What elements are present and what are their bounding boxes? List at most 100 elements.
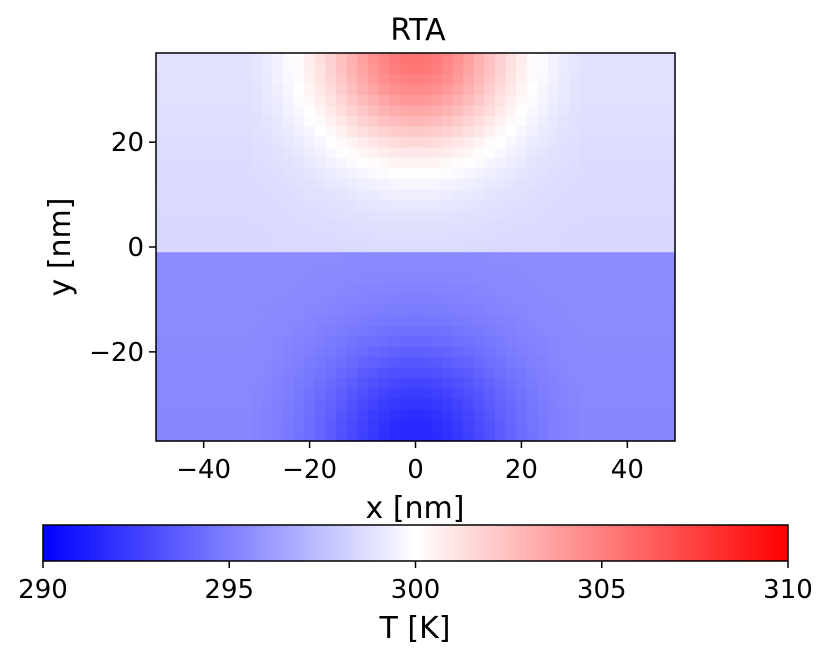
heatmap-cell: [272, 115, 284, 128]
heatmap-cell: [187, 273, 199, 285]
heatmap-cell: [420, 178, 432, 190]
heatmap-cell: [219, 315, 231, 327]
heatmap-cell: [441, 178, 454, 190]
heatmap-cell: [399, 105, 411, 117]
heatmap-cell: [314, 105, 327, 117]
heatmap-cell: [590, 283, 602, 295]
heatmap-cell: [420, 283, 432, 295]
heatmap-cell: [526, 178, 538, 190]
heatmap-cell: [208, 325, 221, 337]
heatmap-cell: [240, 210, 252, 222]
heatmap-cell: [410, 252, 422, 264]
heatmap-cell: [516, 105, 528, 117]
heatmap-cell: [600, 94, 613, 107]
heatmap-cell: [590, 336, 602, 348]
heatmap-cell: [283, 53, 295, 65]
heatmap-cell: [187, 189, 199, 201]
heatmap-cell: [441, 157, 454, 169]
heatmap-cell: [261, 168, 274, 180]
heatmap-cell: [357, 283, 369, 295]
heatmap-cell: [261, 63, 274, 75]
heatmap-cell: [537, 220, 549, 232]
heatmap-cell: [547, 84, 560, 96]
heatmap-cell: [579, 53, 591, 65]
heatmap-cell: [537, 105, 549, 117]
heatmap-cell: [389, 336, 401, 348]
heatmap-cell: [579, 73, 591, 86]
heatmap-cell: [208, 157, 221, 169]
heatmap-cell: [653, 430, 666, 442]
heatmap-cell: [283, 115, 295, 128]
heatmap-cell: [600, 53, 613, 65]
heatmap-cell: [240, 336, 252, 348]
heatmap-cell: [622, 189, 634, 201]
heatmap-cell: [494, 367, 507, 379]
heatmap-cell: [346, 147, 358, 159]
heatmap-cell: [399, 73, 411, 86]
heatmap-cell: [611, 115, 623, 128]
heatmap-cell: [600, 357, 613, 369]
heatmap-cell: [452, 262, 464, 274]
heatmap-cell: [336, 157, 348, 169]
heatmap-cell: [367, 367, 380, 379]
heatmap-cell: [653, 94, 666, 107]
heatmap-cell: [452, 315, 464, 327]
chart-title: RTA: [390, 13, 446, 48]
heatmap-cell: [283, 367, 295, 379]
heatmap-cell: [314, 304, 327, 316]
heatmap-cell: [389, 231, 401, 243]
heatmap-cell: [357, 409, 369, 421]
heatmap-cell: [378, 430, 390, 442]
heatmap-cell: [494, 105, 507, 117]
heatmap-cell: [346, 409, 358, 421]
heatmap-cell: [664, 262, 676, 274]
heatmap-cell: [399, 252, 411, 264]
heatmap-cell: [516, 252, 528, 264]
heatmap-cell: [261, 294, 274, 306]
heatmap-cell: [463, 157, 475, 169]
heatmap-cell: [314, 409, 327, 421]
heatmap-cell: [314, 94, 327, 107]
heatmap-cell: [166, 304, 178, 316]
heatmap-cells: [156, 53, 676, 442]
heatmap-cell: [547, 294, 560, 306]
heatmap-cell: [505, 189, 517, 201]
heatmap-cell: [399, 325, 411, 337]
heatmap-cell: [441, 115, 454, 128]
heatmap-cell: [547, 178, 560, 190]
heatmap-cell: [272, 73, 284, 86]
heatmap-cell: [240, 241, 252, 253]
heatmap-cell: [526, 346, 538, 358]
heatmap-cell: [664, 388, 676, 400]
colorbar: [42, 524, 789, 562]
heatmap-cell: [643, 105, 655, 117]
heatmap-cell: [219, 346, 231, 358]
heatmap-cell: [569, 325, 581, 337]
heatmap-cell: [547, 231, 560, 243]
heatmap-cell: [399, 273, 411, 285]
heatmap-cell: [230, 367, 242, 379]
heatmap-cell: [177, 420, 189, 432]
heatmap-cell: [664, 73, 676, 86]
heatmap-cell: [590, 53, 602, 65]
heatmap-cell: [378, 189, 390, 201]
heatmap-cell: [632, 325, 644, 337]
heatmap-cell: [293, 126, 305, 138]
heatmap-cell: [526, 325, 538, 337]
heatmap-cell: [208, 168, 221, 180]
heatmap-cell: [452, 147, 464, 159]
heatmap-cell: [367, 252, 380, 264]
heatmap-cell: [378, 346, 390, 358]
heatmap-cell: [325, 336, 337, 348]
heatmap-cell: [664, 136, 676, 148]
heatmap-cell: [346, 420, 358, 432]
heatmap-cell: [653, 105, 666, 117]
heatmap-cell: [590, 168, 602, 180]
heatmap-cell: [166, 136, 178, 148]
heatmap-cell: [547, 273, 560, 285]
heatmap-cell: [230, 136, 242, 148]
heatmap-cell: [230, 73, 242, 86]
heatmap-cell: [261, 231, 274, 243]
heatmap-cell: [622, 178, 634, 190]
heatmap-cell: [473, 105, 485, 117]
